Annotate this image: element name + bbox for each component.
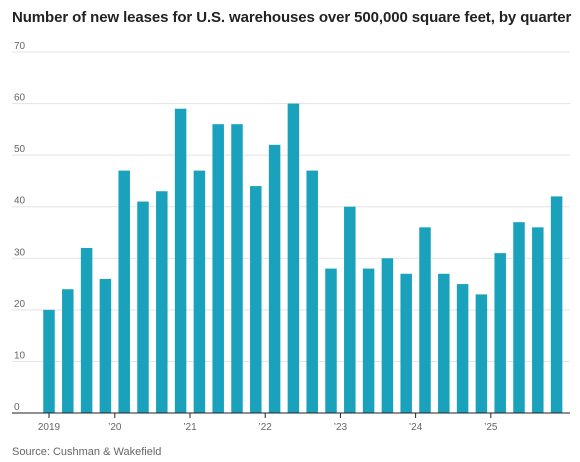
bar [80, 247, 93, 413]
x-tick-label: ’25 [484, 422, 498, 433]
y-tick-label: 40 [14, 196, 26, 207]
bar [306, 170, 318, 413]
bar [532, 227, 544, 413]
chart-title: Number of new leases for U.S. warehouses… [12, 9, 572, 26]
x-axis: 2019 ’20 ’21 ’22 ’23 ’24 ’25 [12, 412, 570, 433]
bar [325, 268, 337, 413]
bar [381, 258, 394, 413]
bar [438, 273, 450, 413]
bar [287, 103, 300, 413]
bars [43, 103, 563, 413]
bar [400, 273, 412, 413]
x-tick-label: 2019 [38, 422, 61, 433]
y-tick-label: 60 [14, 93, 26, 104]
bar [118, 170, 130, 413]
bar [174, 108, 187, 413]
bar [362, 268, 375, 413]
x-tick-label: ’22 [259, 422, 273, 433]
y-tick-label: 20 [14, 299, 26, 310]
y-tick-label: 50 [14, 144, 26, 155]
bar [550, 196, 563, 413]
bar [62, 289, 74, 413]
bar [419, 227, 431, 413]
x-tick-label: ’21 [183, 422, 197, 433]
y-tick-label: 10 [14, 350, 26, 361]
x-tick-label: ’23 [334, 422, 348, 433]
x-tick-label: ’20 [108, 422, 122, 433]
source-note: Source: Cushman & Wakefield [12, 446, 162, 458]
bar [494, 253, 506, 413]
bar [212, 124, 224, 413]
bar [475, 294, 488, 413]
bar [43, 309, 55, 413]
bar [193, 170, 206, 413]
bar [231, 124, 243, 413]
bar [99, 278, 112, 413]
bar [513, 222, 525, 413]
bar [156, 191, 168, 413]
y-tick-label: 70 [14, 41, 26, 52]
bar [344, 206, 356, 413]
y-tick-label: 0 [14, 402, 20, 413]
bar [137, 201, 149, 413]
bar [456, 284, 469, 413]
y-axis-labels: 0 10 20 30 40 50 60 70 [14, 41, 26, 413]
y-tick-label: 30 [14, 247, 26, 258]
bar [250, 186, 262, 413]
x-tick-label: ’24 [409, 422, 423, 433]
bar [268, 144, 281, 413]
